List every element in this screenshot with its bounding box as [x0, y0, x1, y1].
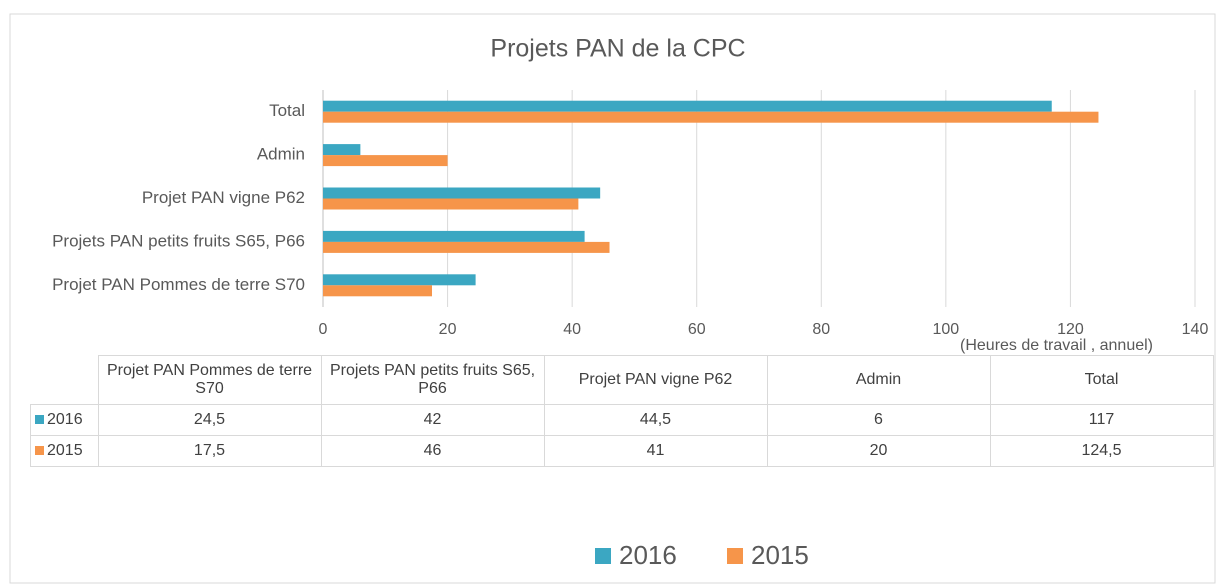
table-value: 20 [766, 434, 991, 467]
table-value: 117 [989, 403, 1214, 436]
y-tick-label: Projet PAN Pommes de terre S70 [52, 275, 305, 294]
table-value: 41 [543, 434, 768, 467]
y-tick-label: Admin [257, 145, 305, 164]
legend-swatch [595, 548, 611, 564]
bar [323, 241, 610, 253]
bar [323, 230, 585, 242]
table-header-row: Projet PAN Pommes de terre S70 Projets PA… [30, 355, 1214, 405]
table-value: 42 [320, 403, 545, 436]
table-row: 2016 24,5 42 44,5 6 117 [30, 403, 1214, 436]
x-tick-label: 60 [688, 321, 706, 338]
y-tick-label: Total [269, 101, 305, 120]
bar [323, 155, 448, 167]
table-row: 2015 17,5 46 41 20 124,5 [30, 434, 1214, 467]
data-table: Projet PAN Pommes de terre S70 Projets PA… [30, 355, 1214, 467]
legend-swatch [727, 548, 743, 564]
x-tick-label: 0 [319, 321, 328, 338]
x-tick-label: 20 [439, 321, 457, 338]
bar [323, 111, 1099, 123]
table-value: 24,5 [97, 403, 322, 436]
table-header-cell: Admin [766, 355, 991, 405]
y-tick-label: Projet PAN vigne P62 [142, 188, 305, 207]
table-corner [30, 355, 99, 405]
table-swatch [35, 414, 44, 424]
table-value: 46 [320, 434, 545, 467]
x-axis-title: (Heures de travail , annuel) [960, 337, 1153, 354]
table-header-cell: Projets PAN petits fruits S65, P66 [320, 355, 545, 405]
table-header-cell: Projet PAN vigne P62 [543, 355, 768, 405]
bar [323, 274, 476, 286]
table-series-name: 2016 [47, 410, 83, 428]
x-tick-label: 40 [563, 321, 581, 338]
legend-label: 2015 [751, 540, 809, 570]
table-row-label: 2016 [30, 403, 99, 436]
x-tick-label: 100 [933, 321, 960, 338]
table-value: 124,5 [989, 434, 1214, 467]
bar [323, 144, 361, 156]
chart-title: Projets PAN de la CPC [490, 35, 745, 63]
x-tick-label: 120 [1057, 321, 1084, 338]
table-row-label: 2015 [30, 434, 99, 467]
bar [323, 187, 601, 199]
table-header-cell: Total [989, 355, 1214, 405]
table-value: 44,5 [543, 403, 768, 436]
table-swatch [35, 445, 44, 455]
table-series-name: 2015 [47, 441, 83, 459]
table-header-cell: Projet PAN Pommes de terre S70 [97, 355, 322, 405]
x-tick-label: 80 [812, 321, 830, 338]
legend-label: 2016 [619, 540, 677, 570]
table-value: 6 [766, 403, 991, 436]
bar [323, 285, 432, 297]
table-value: 17,5 [97, 434, 322, 467]
bar [323, 100, 1052, 112]
y-tick-label: Projets PAN petits fruits S65, P66 [52, 231, 305, 250]
chart-border [9, 13, 1216, 584]
bar [323, 198, 579, 210]
x-tick-label: 140 [1182, 321, 1209, 338]
